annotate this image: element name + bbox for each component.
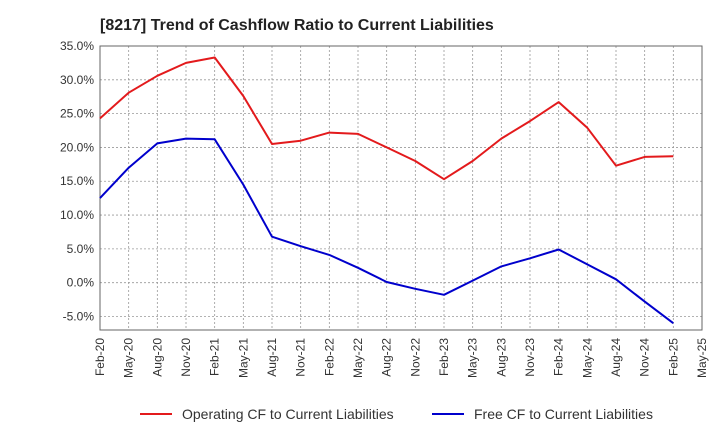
x-tick-label: Nov-22 <box>408 338 422 377</box>
x-tick-label: Aug-22 <box>380 338 394 377</box>
x-tick-label: May-22 <box>351 338 365 378</box>
x-tick-label: Nov-21 <box>294 338 308 377</box>
x-tick-label: Feb-23 <box>437 338 451 376</box>
y-tick-label: 0.0% <box>67 276 95 290</box>
x-tick-label: Feb-20 <box>93 338 107 376</box>
x-tick-label: Feb-25 <box>666 338 680 376</box>
y-tick-label: 20.0% <box>60 140 94 154</box>
series-line-free-cf <box>99 137 674 324</box>
series-line-operating-cf <box>99 56 674 181</box>
x-tick-label: Aug-21 <box>265 338 279 377</box>
x-tick-label: May-20 <box>122 338 136 378</box>
y-tick-label: 5.0% <box>67 242 95 256</box>
grid <box>100 45 702 330</box>
x-tick-label: May-25 <box>695 338 709 378</box>
x-tick-label: Feb-21 <box>208 338 222 376</box>
x-tick-label: Feb-22 <box>322 338 336 376</box>
y-tick-label: 25.0% <box>60 107 94 121</box>
y-tick-label: -5.0% <box>63 309 95 323</box>
x-tick-label: Aug-24 <box>609 338 623 377</box>
legend: Operating CF to Current Liabilities Free… <box>140 406 653 422</box>
legend-label-free-cf: Free CF to Current Liabilities <box>474 406 653 422</box>
y-axis-ticks: 35.0% 30.0% 25.0% 20.0% 15.0% 10.0% 5.0% 0.0% -5… <box>60 39 94 323</box>
x-tick-label: Nov-23 <box>523 338 537 377</box>
x-tick-label: Nov-20 <box>179 338 193 377</box>
x-tick-label: May-23 <box>466 338 480 378</box>
y-tick-label: 35.0% <box>60 39 94 53</box>
x-tick-label: Nov-24 <box>638 338 652 377</box>
y-tick-label: 10.0% <box>60 208 94 222</box>
x-tick-label: Aug-20 <box>150 338 164 377</box>
plot-frame <box>99 45 703 331</box>
series-group <box>99 56 674 324</box>
x-tick-label: May-24 <box>580 338 594 378</box>
y-tick-label: 30.0% <box>60 73 94 87</box>
chart-title: [8217] Trend of Cashflow Ratio to Curren… <box>100 17 494 34</box>
x-tick-label: May-21 <box>236 338 250 378</box>
x-axis-ticks: Feb-20 May-20 Aug-20 Nov-20 Feb-21 May-21 Aug-… <box>93 338 709 378</box>
legend-label-operating-cf: Operating CF to Current Liabilities <box>182 406 394 422</box>
y-tick-label: 15.0% <box>60 174 94 188</box>
x-tick-label: Feb-24 <box>552 338 566 376</box>
x-tick-label: Aug-23 <box>494 338 508 377</box>
